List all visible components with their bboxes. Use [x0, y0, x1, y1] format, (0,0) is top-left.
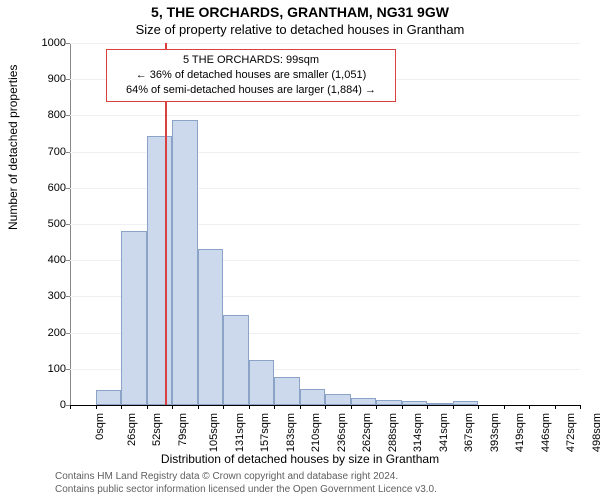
histogram-bar	[198, 249, 224, 405]
x-tick-label: 0sqm	[94, 413, 106, 440]
y-tick-label: 100	[28, 363, 66, 375]
y-gridline	[70, 115, 580, 116]
y-gridline	[70, 43, 580, 44]
x-tick-label: 79sqm	[177, 413, 189, 446]
y-tick-label: 400	[28, 254, 66, 266]
x-tick-label: 157sqm	[259, 413, 271, 452]
histogram-bar	[121, 231, 147, 405]
y-tick-label: 200	[28, 327, 66, 339]
x-tick-label: 183sqm	[285, 413, 297, 452]
info-box-line3: 64% of semi-detached houses are larger (…	[113, 83, 389, 98]
chart-area: 5 THE ORCHARDS: 99sqm ← 36% of detached …	[70, 43, 580, 406]
page-title: 5, THE ORCHARDS, GRANTHAM, NG31 9GW	[0, 4, 600, 20]
page-subtitle: Size of property relative to detached ho…	[0, 22, 600, 37]
x-tick-label: 288sqm	[387, 413, 399, 452]
y-tick-label: 1000	[28, 37, 66, 49]
y-tick-label: 900	[28, 73, 66, 85]
x-tick-label: 236sqm	[336, 413, 348, 452]
attribution-text: Contains HM Land Registry data © Crown c…	[55, 471, 437, 496]
histogram-bar	[96, 390, 122, 405]
histogram-bar	[325, 394, 351, 405]
info-box: 5 THE ORCHARDS: 99sqm ← 36% of detached …	[106, 49, 396, 102]
histogram-bar	[249, 360, 275, 405]
x-axis-label: Distribution of detached houses by size …	[0, 452, 600, 466]
y-tick-label: 500	[28, 218, 66, 230]
x-tick-label: 262sqm	[361, 413, 373, 452]
info-box-line2: ← 36% of detached houses are smaller (1,…	[113, 68, 389, 83]
x-tick-label: 498sqm	[591, 413, 600, 452]
x-tick-label: 105sqm	[208, 413, 220, 452]
histogram-bar	[376, 400, 402, 405]
histogram-bar	[402, 401, 428, 405]
y-tick-label: 0	[28, 399, 66, 411]
y-tick-label: 800	[28, 109, 66, 121]
info-box-line1: 5 THE ORCHARDS: 99sqm	[113, 53, 389, 68]
y-tick-label: 600	[28, 182, 66, 194]
histogram-bar	[453, 401, 479, 405]
y-tick-label: 300	[28, 290, 66, 302]
histogram-bar	[351, 398, 377, 405]
x-tick-label: 52sqm	[151, 413, 163, 446]
histogram-bar	[147, 136, 173, 405]
x-tick-label: 472sqm	[565, 413, 577, 452]
histogram-bar	[427, 403, 453, 405]
x-tick-label: 131sqm	[234, 413, 246, 452]
histogram-bar	[300, 389, 326, 405]
x-tick-label: 341sqm	[438, 413, 450, 452]
x-tick-label: 210sqm	[310, 413, 322, 452]
histogram-bar	[274, 377, 300, 405]
x-tick-label: 26sqm	[126, 413, 138, 446]
y-tick-label: 700	[28, 146, 66, 158]
x-tick-label: 367sqm	[463, 413, 475, 452]
histogram-bar	[223, 315, 249, 406]
y-axis-label: Number of detached properties	[6, 65, 20, 230]
histogram-bar	[172, 120, 198, 405]
x-tick-label: 419sqm	[514, 413, 526, 452]
x-tick-label: 393sqm	[489, 413, 501, 452]
x-tick-label: 314sqm	[412, 413, 424, 452]
x-tick-label: 446sqm	[540, 413, 552, 452]
